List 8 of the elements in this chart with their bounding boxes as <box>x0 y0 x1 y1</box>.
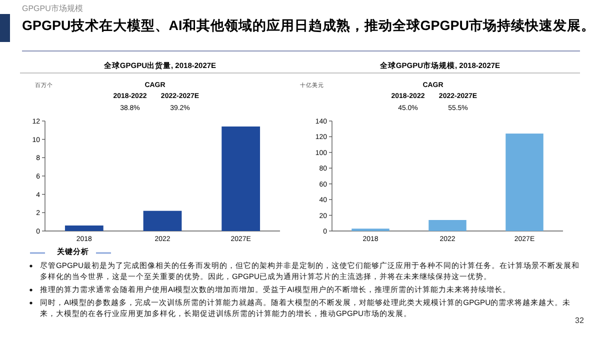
bar <box>428 220 466 231</box>
bar <box>222 126 260 231</box>
text: GPGPU技术在大模型、AI和其他领域的应用日趋成熟，推动全球GPGPU市场持续快速发展。 <box>22 17 596 35</box>
text: GPGPU市场规模 <box>22 3 84 14</box>
bar <box>143 210 182 231</box>
text: 32 <box>575 316 585 325</box>
bar <box>64 226 104 231</box>
bar <box>506 134 544 231</box>
